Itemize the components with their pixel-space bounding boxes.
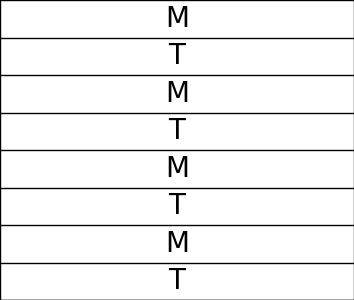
Text: M: M: [165, 155, 189, 183]
Text: M: M: [165, 5, 189, 33]
Text: T: T: [169, 42, 185, 70]
Text: M: M: [165, 230, 189, 258]
Text: T: T: [169, 192, 185, 220]
Text: T: T: [169, 117, 185, 145]
Text: T: T: [169, 267, 185, 295]
Text: M: M: [165, 80, 189, 108]
